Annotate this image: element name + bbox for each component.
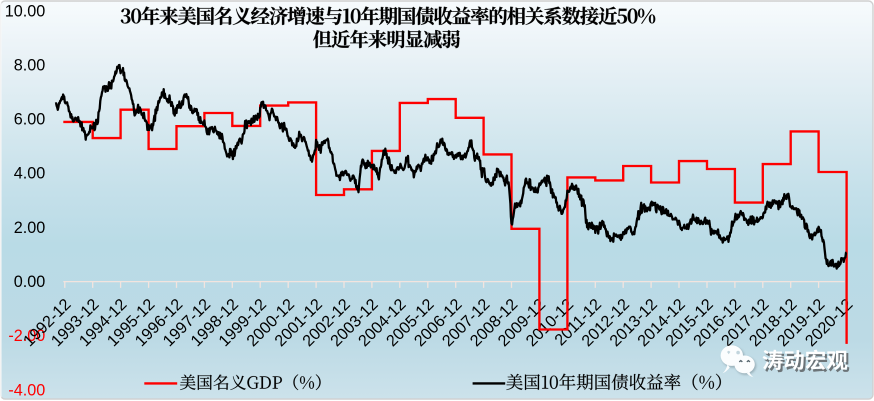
svg-text:8.00: 8.00 (14, 56, 46, 74)
svg-text:4.00: 4.00 (14, 165, 46, 183)
svg-text:2.00: 2.00 (14, 219, 46, 237)
svg-text:0.00: 0.00 (14, 273, 46, 291)
svg-text:6.00: 6.00 (14, 111, 46, 129)
svg-text:10.00: 10.00 (5, 2, 46, 20)
svg-text:-2.00: -2.00 (8, 327, 45, 345)
svg-text:-4.00: -4.00 (8, 381, 45, 399)
